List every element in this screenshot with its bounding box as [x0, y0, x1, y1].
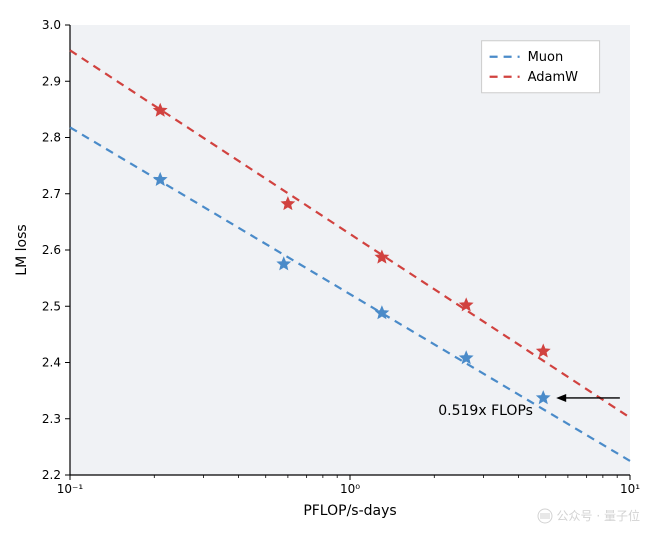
- ytick-label: 2.2: [42, 468, 61, 482]
- legend-label: AdamW: [528, 70, 579, 85]
- xtick-label: 10⁰: [340, 482, 360, 496]
- ytick-label: 2.8: [42, 131, 61, 145]
- ytick-label: 2.4: [42, 356, 61, 370]
- xtick-label: 10⁻¹: [57, 482, 84, 496]
- circle-lines-icon: [537, 508, 553, 524]
- ytick-label: 2.6: [42, 243, 61, 257]
- ytick-label: 2.3: [42, 412, 61, 426]
- ytick-label: 2.7: [42, 187, 61, 201]
- annotation-text: 0.519x FLOPs: [438, 403, 533, 419]
- ytick-label: 2.9: [42, 74, 61, 88]
- chart-svg: 2.2 2.3 2.4 2.5 2.6 2.7 2.8 2.9 3.0 10⁻¹ 10⁰ 10¹ LM …: [0, 0, 660, 536]
- ytick-label: 2.5: [42, 299, 61, 313]
- legend-label: Muon: [528, 50, 564, 65]
- watermark: 公众号 · 量子位: [537, 507, 640, 524]
- chart-container: 2.2 2.3 2.4 2.5 2.6 2.7 2.8 2.9 3.0 10⁻¹ 10⁰ 10¹ LM …: [0, 0, 660, 536]
- xlabel: PFLOP/s-days: [303, 503, 396, 519]
- ylabel: LM loss: [14, 224, 30, 275]
- xtick-label: 10¹: [620, 482, 640, 496]
- watermark-text: 公众号 · 量子位: [557, 507, 640, 524]
- legend-box: [482, 41, 600, 93]
- ytick-label: 3.0: [42, 18, 61, 32]
